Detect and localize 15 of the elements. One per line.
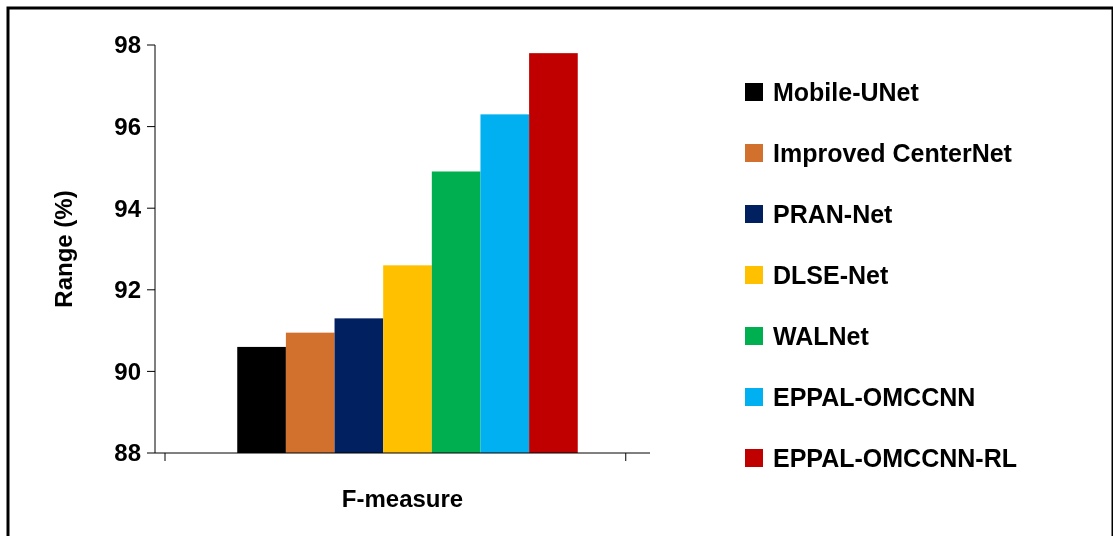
y-axis-title: Range (%) <box>50 190 77 308</box>
legend-label: EPPAL-OMCCNN <box>773 382 976 411</box>
y-tick-label: 92 <box>114 276 141 304</box>
legend-label: Improved CenterNet <box>773 138 1013 167</box>
y-tick-label: 88 <box>114 439 141 467</box>
y-tick-label: 98 <box>114 31 141 59</box>
legend-label: EPPAL-OMCCNN-RL <box>773 443 1017 472</box>
y-tick-label: 96 <box>114 113 141 140</box>
legend-label: PRAN-Net <box>773 199 894 228</box>
y-tick-label: 90 <box>114 357 141 385</box>
legend-label: DLSE-Net <box>773 260 889 289</box>
legend-label: Mobile-UNet <box>773 77 920 106</box>
y-tick-label: 94 <box>114 194 142 222</box>
legend-label: WALNet <box>773 321 870 350</box>
x-axis-title: F-measure <box>341 485 464 512</box>
